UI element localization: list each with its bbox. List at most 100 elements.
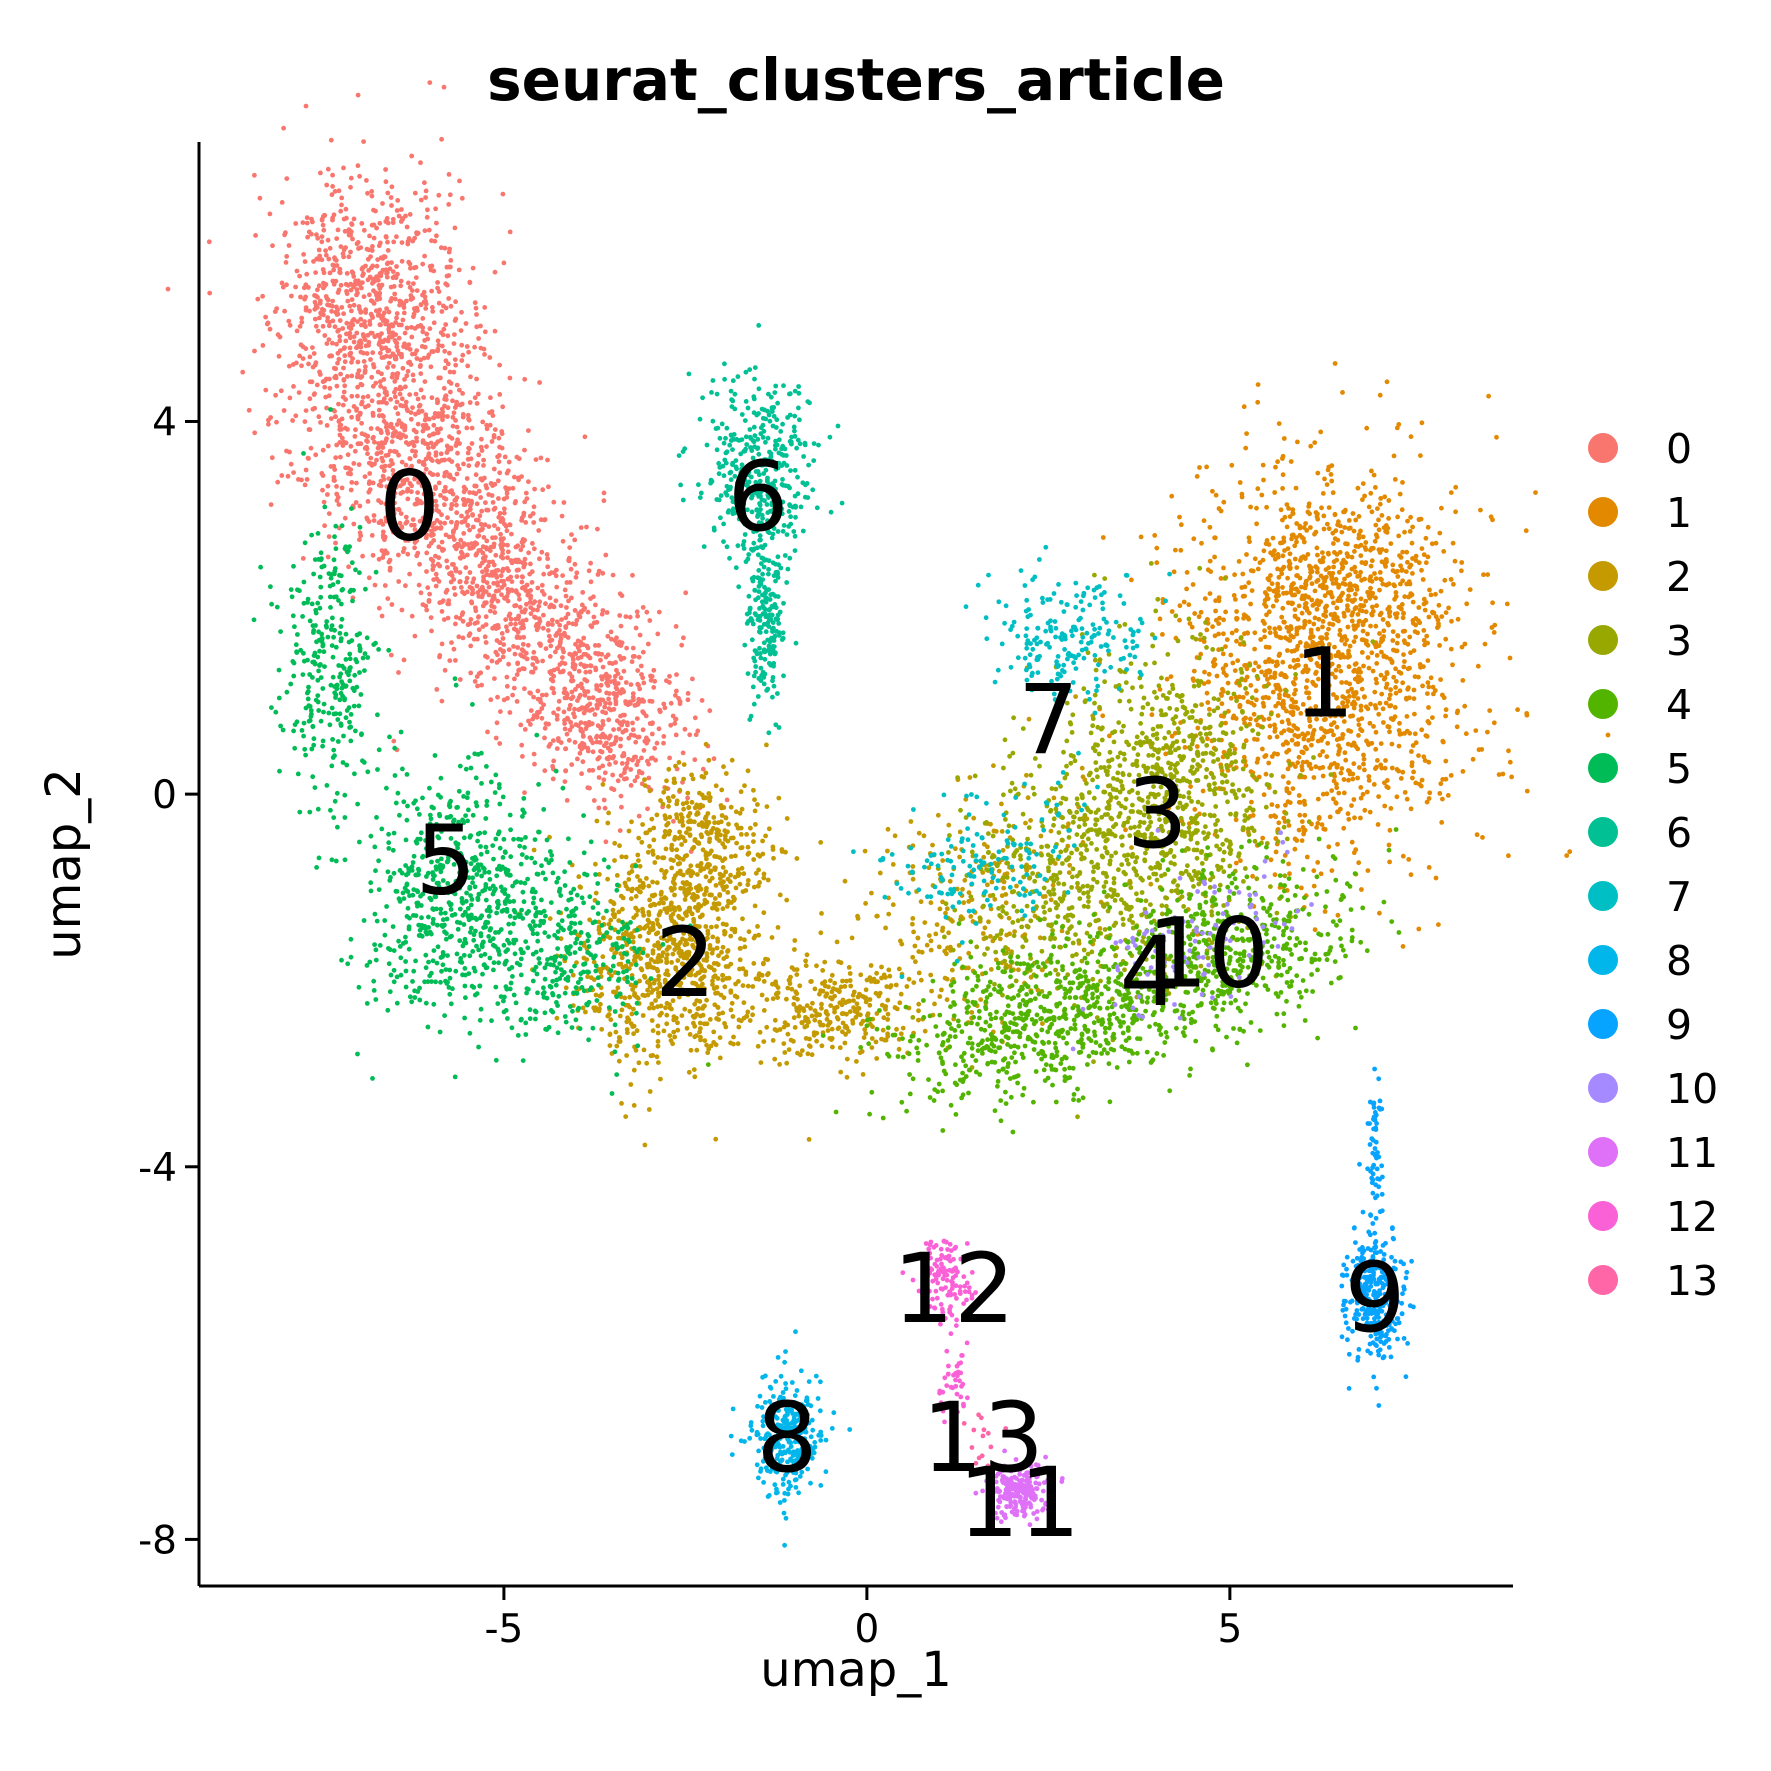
- point: [315, 328, 321, 334]
- point: [563, 985, 569, 991]
- point: [354, 480, 359, 486]
- point: [508, 621, 514, 627]
- point: [1486, 393, 1491, 399]
- point: [616, 726, 622, 732]
- point: [1233, 597, 1238, 602]
- point: [405, 486, 411, 492]
- point: [434, 220, 439, 226]
- point: [397, 302, 402, 308]
- point: [324, 423, 330, 428]
- point: [1347, 581, 1353, 587]
- point: [474, 324, 480, 330]
- point: [1377, 700, 1383, 706]
- point: [392, 338, 398, 343]
- point: [1392, 705, 1398, 710]
- point: [1255, 486, 1261, 492]
- point: [1424, 799, 1430, 805]
- point: [567, 545, 573, 550]
- point: [1372, 689, 1378, 695]
- point: [1329, 594, 1335, 600]
- point: [1192, 807, 1198, 812]
- point: [1266, 659, 1272, 664]
- point: [465, 523, 471, 528]
- point: [279, 280, 285, 286]
- point: [1360, 481, 1366, 486]
- point: [495, 694, 500, 700]
- point: [629, 659, 635, 665]
- point: [429, 263, 435, 269]
- point: [375, 257, 381, 262]
- point: [381, 414, 386, 419]
- point: [369, 398, 375, 404]
- point: [1334, 785, 1340, 791]
- point: [1399, 568, 1405, 573]
- point: [1212, 554, 1217, 560]
- point: [677, 699, 683, 704]
- point: [1445, 793, 1451, 798]
- point: [275, 479, 281, 485]
- point: [1362, 807, 1368, 813]
- point: [418, 197, 424, 203]
- point: [619, 687, 625, 692]
- point: [1353, 847, 1359, 853]
- point: [464, 476, 470, 481]
- point: [1500, 771, 1506, 777]
- point: [1320, 773, 1326, 779]
- point: [338, 208, 344, 214]
- point: [580, 759, 586, 765]
- point: [1396, 743, 1402, 749]
- point: [1342, 750, 1348, 756]
- point: [433, 498, 438, 504]
- point: [1433, 591, 1438, 597]
- point: [1356, 717, 1361, 723]
- point: [519, 579, 525, 585]
- point: [350, 356, 355, 362]
- point: [1295, 742, 1301, 747]
- point: [1363, 561, 1368, 567]
- point: [1420, 683, 1425, 689]
- point: [458, 549, 464, 555]
- point: [634, 912, 639, 918]
- point: [629, 1011, 635, 1017]
- point: [1402, 640, 1408, 646]
- point: [461, 484, 467, 490]
- point: [331, 212, 337, 218]
- point: [1361, 752, 1366, 758]
- point: [1280, 659, 1286, 665]
- point: [378, 483, 384, 489]
- point: [439, 343, 445, 349]
- point: [637, 933, 643, 939]
- point: [593, 602, 598, 608]
- point: [1387, 859, 1392, 865]
- point: [640, 649, 646, 655]
- point: [331, 267, 336, 273]
- point: [430, 305, 435, 310]
- point: [1210, 488, 1215, 494]
- point: [1345, 607, 1350, 612]
- point: [368, 426, 374, 431]
- point: [474, 312, 479, 317]
- point: [607, 1043, 613, 1048]
- point: [1275, 700, 1281, 706]
- point: [1363, 609, 1369, 615]
- point: [738, 946, 743, 951]
- point: [614, 1043, 620, 1049]
- point: [613, 701, 619, 707]
- point: [433, 206, 438, 212]
- point: [742, 937, 747, 943]
- point: [501, 260, 507, 266]
- point: [1383, 523, 1389, 528]
- point: [673, 693, 678, 698]
- point: [600, 697, 606, 703]
- point: [355, 163, 361, 169]
- point: [1567, 849, 1573, 855]
- point: [436, 579, 442, 584]
- point: [418, 302, 424, 307]
- point: [498, 709, 503, 714]
- point: [330, 217, 335, 223]
- point: [333, 366, 339, 372]
- point: [394, 373, 400, 379]
- point: [1294, 539, 1299, 545]
- point: [378, 450, 384, 455]
- point: [1214, 673, 1220, 679]
